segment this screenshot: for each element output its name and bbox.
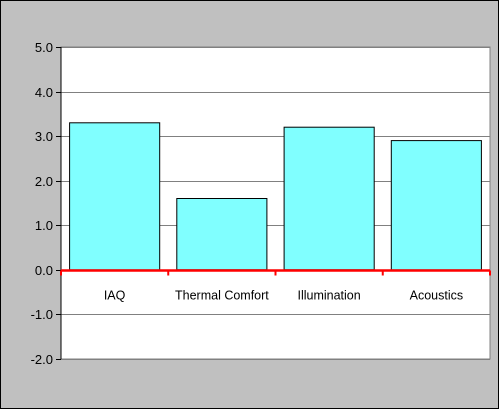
- x-tick-label: Thermal Comfort: [175, 289, 269, 303]
- bars: [69, 122, 482, 271]
- x-tick-label: IAQ: [104, 289, 126, 303]
- bar: [176, 198, 268, 271]
- y-tick-label: 2.0: [35, 174, 53, 189]
- x-axis-labels: IAQ Thermal Comfort Illumination Acoustics: [104, 289, 463, 303]
- y-tick-label: 4.0: [35, 85, 53, 100]
- bar: [283, 126, 375, 271]
- x-tick-label: Illumination: [297, 289, 360, 303]
- y-axis: 5.0 4.0 3.0 2.0 1.0 0.0 -1.0 -2.0: [31, 40, 62, 367]
- x-tick-label: Acoustics: [410, 289, 464, 303]
- y-tick-label: 1.0: [35, 218, 53, 233]
- y-tick-label: 3.0: [35, 129, 53, 144]
- y-tick-label: -2.0: [31, 352, 53, 367]
- y-tick-label: 5.0: [35, 40, 53, 55]
- y-tick-label: 0.0: [35, 263, 53, 278]
- y-tick-label: -1.0: [31, 307, 53, 322]
- zero-axis: [60, 269, 491, 276]
- bar: [390, 140, 482, 271]
- bar: [69, 122, 161, 271]
